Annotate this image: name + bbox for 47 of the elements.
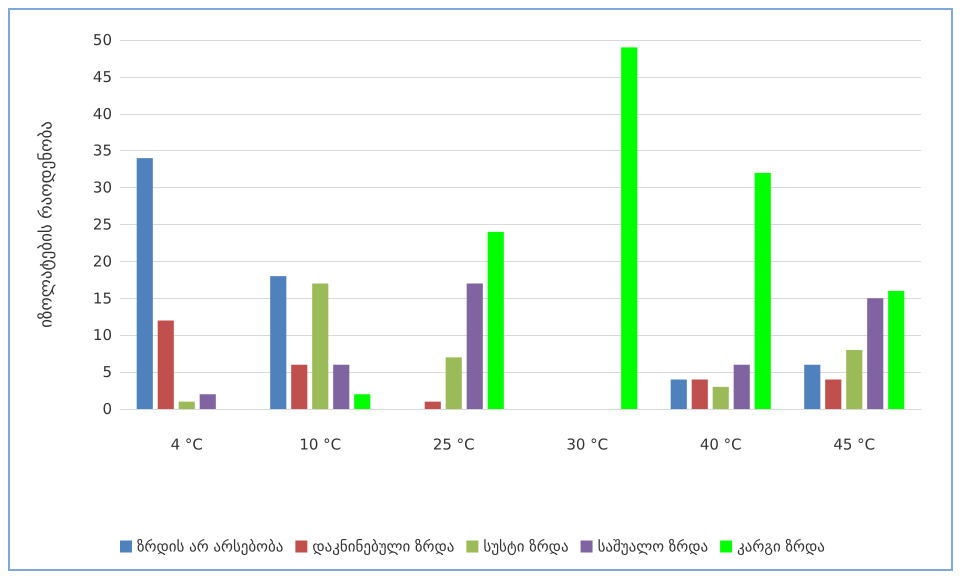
y-tick-label: 30 (92, 178, 112, 197)
legend-label: დაკნინებული ზრდა (312, 538, 454, 556)
bar (466, 284, 483, 409)
y-axis-title: იზოლატების რაოდენობა (36, 121, 56, 328)
y-tick-label: 25 (92, 216, 112, 234)
x-tick-label: 4 °C (170, 436, 203, 454)
x-tick-label: 45 °C (833, 436, 876, 454)
bar (754, 172, 771, 409)
bar (825, 379, 842, 409)
bar (158, 320, 174, 409)
bar (354, 394, 370, 409)
bar (734, 364, 750, 409)
x-tick-label: 10 °C (299, 436, 342, 454)
bar (867, 298, 884, 409)
bar (178, 402, 195, 409)
legend-label: ზრდის არ არსებობა (137, 538, 284, 556)
legend-label: სუსტი ზრდა (483, 538, 569, 556)
legend-label: საშუალო ზრდა (598, 538, 708, 556)
y-tick-label: 20 (92, 252, 112, 270)
y-tick-label: 45 (92, 68, 112, 86)
bar (446, 357, 462, 409)
y-tick-label: 0 (102, 400, 112, 418)
y-tick-label: 10 (92, 326, 112, 344)
bar (291, 364, 308, 409)
y-tick-label: 40 (92, 104, 112, 123)
bar (312, 284, 328, 409)
x-tick-label: 40 °C (700, 436, 742, 454)
bar (488, 232, 504, 409)
x-tick-label: 30 °C (566, 436, 608, 454)
bar (424, 402, 441, 409)
bar (333, 364, 350, 409)
legend-label: კარგი ზრდა (737, 538, 825, 556)
y-tick-label: 15 (92, 289, 112, 308)
y-tick-label: 50 (92, 31, 112, 49)
bar (712, 386, 729, 409)
bar (621, 47, 638, 409)
bar (670, 379, 687, 409)
bar (136, 158, 153, 409)
bar (804, 364, 820, 409)
bar (200, 394, 216, 409)
y-tick-label: 5 (102, 363, 112, 382)
bar (888, 290, 904, 409)
x-tick-label: 25 °C (432, 436, 475, 454)
y-tick-label: 35 (92, 142, 112, 160)
bar (846, 350, 862, 409)
bar (692, 379, 708, 409)
bar (270, 276, 286, 409)
